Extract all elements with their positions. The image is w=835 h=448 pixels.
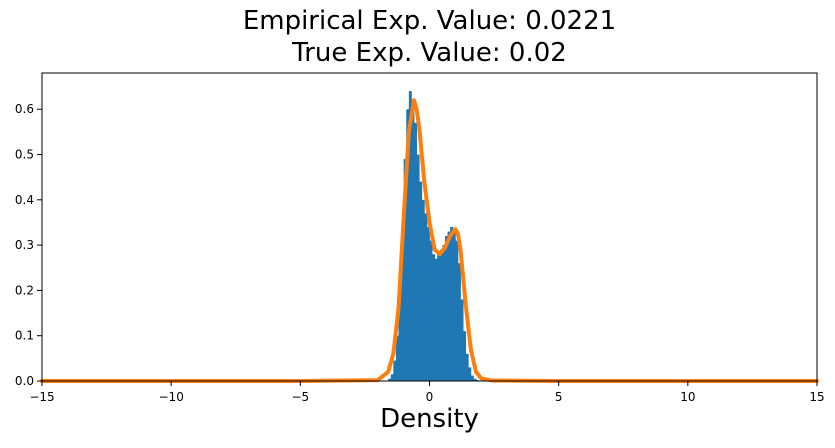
histogram-bar — [445, 236, 448, 381]
histogram-bar — [442, 245, 446, 381]
y-tick-label: 0.4 — [15, 193, 34, 207]
histogram-bar — [393, 360, 397, 381]
histogram-bar — [429, 240, 433, 381]
histogram-bar — [421, 199, 425, 381]
histogram-bar — [401, 227, 405, 381]
y-tick-label: 0.5 — [15, 148, 34, 162]
x-axis-label: Density — [380, 404, 479, 434]
histogram-bar — [463, 331, 467, 381]
y-axis-ticks: 0.0 0.1 0.2 0.3 0.4 0.5 0.6 — [15, 102, 42, 388]
y-tick-label: 0.6 — [15, 102, 34, 116]
histogram-bar — [398, 290, 402, 381]
histogram-bar — [406, 109, 410, 381]
histogram-bar — [416, 154, 420, 381]
histogram-bar — [450, 227, 454, 381]
histogram-bar — [452, 231, 456, 381]
histogram-bar — [432, 254, 436, 381]
histogram-bar — [395, 335, 399, 381]
histogram-bar — [439, 249, 443, 381]
x-tick-label: −15 — [29, 390, 54, 404]
y-tick-label: 0.1 — [15, 329, 34, 343]
histogram-bar — [434, 258, 438, 381]
histogram-bar — [470, 375, 474, 381]
y-tick-label: 0.2 — [15, 283, 34, 297]
histogram-bar — [408, 91, 412, 381]
histogram-bar — [424, 213, 428, 381]
x-tick-label: 0 — [426, 390, 434, 404]
histogram-bar — [414, 122, 417, 381]
x-tick-label: −5 — [291, 390, 309, 404]
histogram-bar — [403, 159, 407, 381]
x-tick-label: 10 — [680, 390, 695, 404]
x-axis-ticks: −15 −10 −5 0 5 10 15 — [29, 381, 825, 404]
histogram-bar — [419, 181, 423, 381]
histogram-bar — [390, 374, 394, 381]
x-tick-label: −10 — [159, 390, 184, 404]
histogram-bar — [465, 353, 469, 381]
histogram-bar — [437, 254, 441, 381]
chart-title-line-1: Empirical Exp. Value: 0.0221 — [242, 6, 617, 36]
histogram-bar — [455, 240, 459, 381]
histogram-bar — [411, 100, 415, 382]
y-tick-label: 0.0 — [15, 374, 34, 388]
histogram-bars — [388, 91, 479, 382]
true-density-line — [40, 98, 819, 383]
histogram-bar — [457, 263, 461, 381]
histogram-bar — [468, 367, 472, 381]
histogram-bar — [460, 299, 464, 381]
x-tick-label: 5 — [555, 390, 563, 404]
histogram-bar — [388, 378, 392, 381]
chart-title-line-2: True Exp. Value: 0.02 — [292, 38, 567, 68]
histogram-bar — [473, 378, 477, 381]
histogram-bar — [447, 231, 451, 381]
x-tick-label: 15 — [809, 390, 824, 404]
y-tick-label: 0.3 — [15, 238, 34, 252]
histogram-bar — [426, 227, 430, 381]
